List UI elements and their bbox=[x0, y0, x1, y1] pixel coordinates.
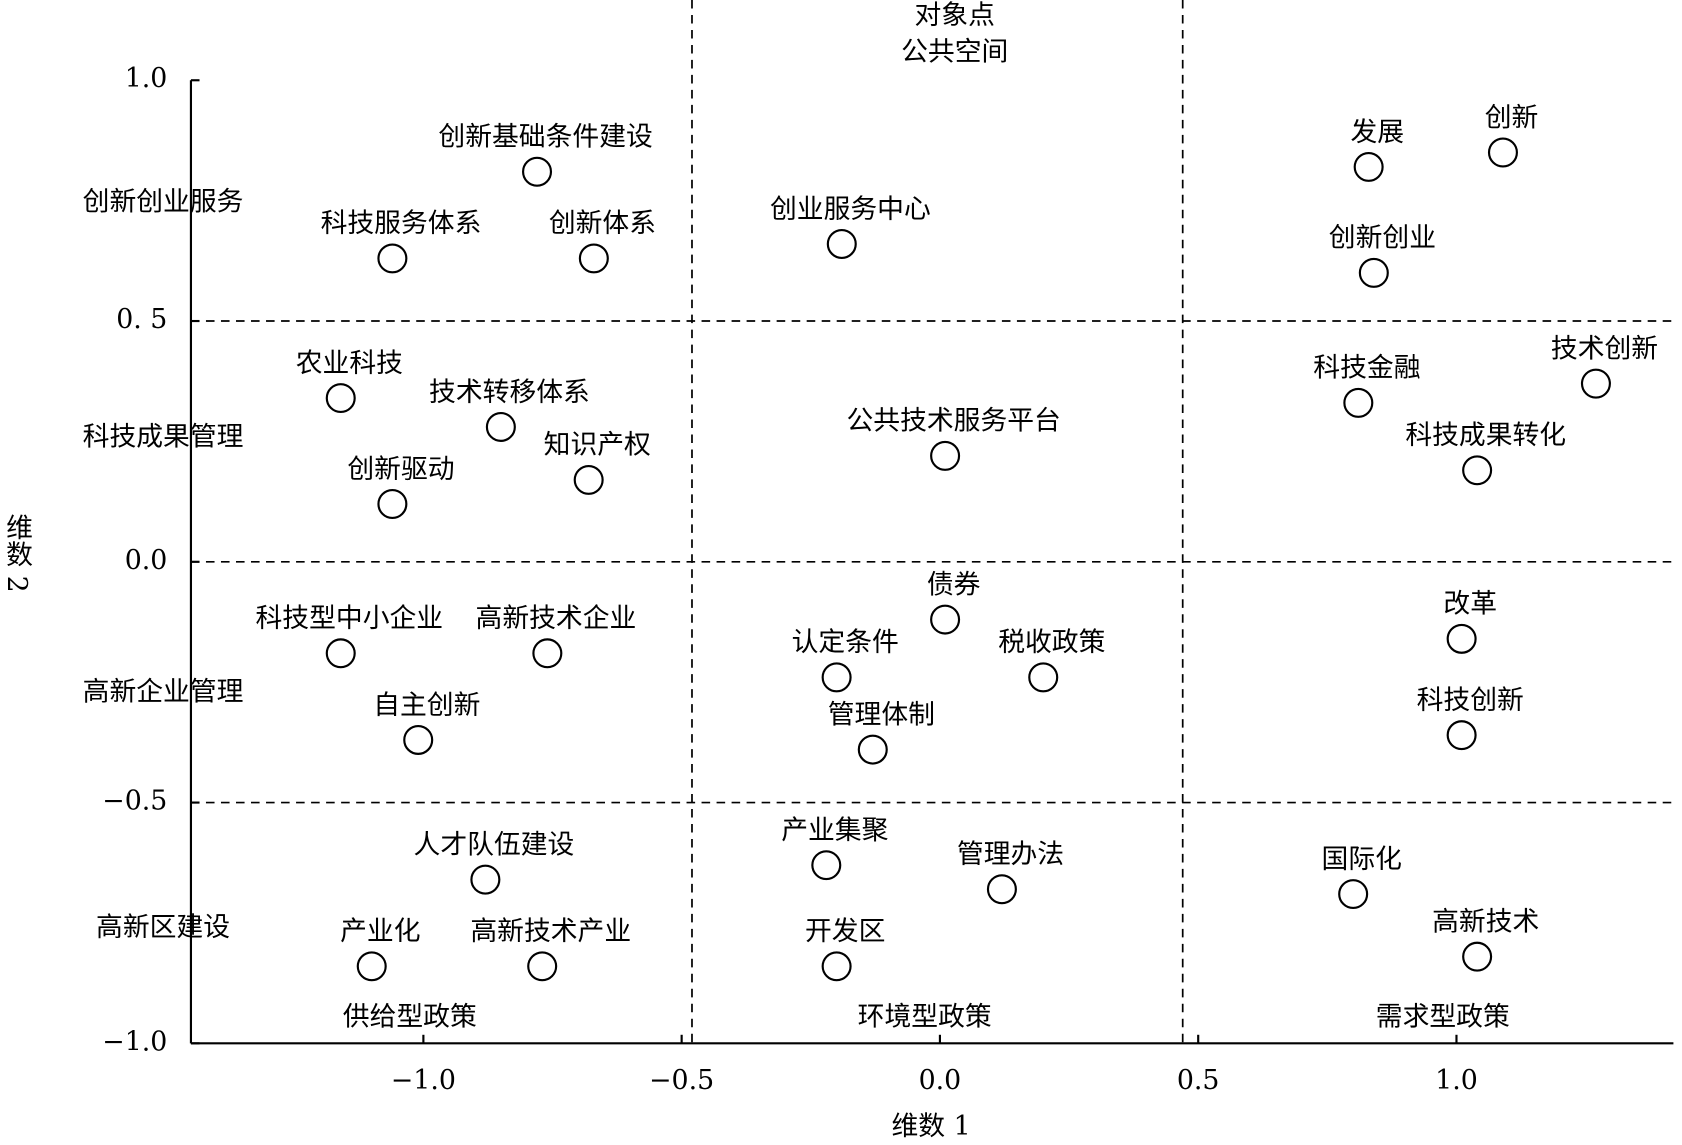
point-label: 产业化 bbox=[340, 916, 420, 947]
point-label: 管理体制 bbox=[828, 699, 935, 730]
x-tick-label: −0.5 bbox=[649, 1065, 714, 1096]
point-label: 创业服务中心 bbox=[770, 194, 931, 225]
point-label: 国际化 bbox=[1322, 844, 1402, 875]
point bbox=[377, 489, 408, 519]
y-axis-label: 维数 2 bbox=[1, 513, 32, 592]
point-label: 科技创新 bbox=[1417, 685, 1524, 716]
point-label: 科技服务体系 bbox=[321, 208, 482, 239]
point bbox=[930, 604, 961, 635]
point-label: 产业集聚 bbox=[781, 815, 888, 846]
point bbox=[522, 156, 553, 187]
column-label: 需求型政策 bbox=[1376, 1002, 1510, 1033]
point-label: 改革 bbox=[1443, 589, 1497, 620]
point-label: 创新基础条件建设 bbox=[438, 122, 652, 153]
point bbox=[377, 243, 408, 274]
point bbox=[1446, 623, 1477, 654]
row-label: 创新创业服务 bbox=[83, 186, 244, 217]
y-tick-label: 0. 5 bbox=[116, 304, 167, 335]
point bbox=[1338, 879, 1369, 910]
y-tick-label: 0.0 bbox=[125, 545, 168, 576]
point bbox=[826, 229, 857, 259]
point bbox=[1487, 137, 1518, 168]
point bbox=[470, 864, 501, 895]
y-tick-label: 1.0 bbox=[125, 63, 168, 94]
point-label: 创新驱动 bbox=[347, 454, 454, 485]
point bbox=[1353, 151, 1384, 182]
point-label: 人才队伍建设 bbox=[414, 829, 575, 860]
y-tick-label: −1.0 bbox=[102, 1026, 167, 1057]
x-tick-label: 0.0 bbox=[919, 1065, 962, 1096]
point bbox=[1462, 941, 1493, 972]
column-label: 供给型政策 bbox=[343, 1002, 477, 1033]
point-label: 创新创业 bbox=[1329, 223, 1436, 254]
point-label: 开发区 bbox=[805, 916, 885, 947]
point bbox=[1446, 720, 1477, 751]
point-label: 农业科技 bbox=[296, 348, 403, 379]
point bbox=[821, 951, 852, 982]
point bbox=[532, 638, 563, 669]
point-label: 税收政策 bbox=[998, 627, 1105, 658]
point bbox=[403, 724, 434, 755]
point bbox=[1462, 455, 1493, 486]
point bbox=[1580, 368, 1611, 399]
point bbox=[811, 850, 842, 881]
point-label: 科技金融 bbox=[1313, 353, 1420, 384]
row-label: 高新企业管理 bbox=[83, 676, 244, 707]
point bbox=[986, 874, 1017, 905]
point-label: 技术转移体系 bbox=[429, 377, 590, 408]
point bbox=[356, 951, 387, 982]
point-label: 技术创新 bbox=[1551, 333, 1658, 364]
header-line: 对象点 bbox=[915, 0, 995, 31]
point bbox=[485, 411, 516, 442]
point bbox=[578, 243, 609, 274]
point-label: 发展 bbox=[1350, 117, 1404, 148]
point bbox=[821, 662, 852, 693]
point bbox=[325, 383, 356, 414]
point-label: 科技成果转化 bbox=[1405, 420, 1566, 451]
point-label: 高新技术产业 bbox=[470, 916, 631, 947]
point bbox=[527, 951, 558, 982]
row-label: 高新区建设 bbox=[96, 912, 230, 943]
header-line: 公共空间 bbox=[901, 37, 1008, 68]
column-label: 环境型政策 bbox=[858, 1002, 992, 1033]
y-tick-label: −0.5 bbox=[102, 786, 167, 817]
point-label: 知识产权 bbox=[544, 430, 651, 461]
point bbox=[930, 440, 961, 471]
x-tick-label: −1.0 bbox=[391, 1065, 456, 1096]
point-label: 高新技术企业 bbox=[476, 603, 637, 634]
point bbox=[1358, 257, 1389, 288]
point bbox=[857, 734, 888, 765]
point bbox=[573, 464, 604, 495]
x-tick-label: 1.0 bbox=[1435, 1065, 1478, 1096]
point bbox=[1028, 662, 1059, 693]
point bbox=[325, 638, 356, 669]
point-label: 认定条件 bbox=[792, 627, 899, 658]
point-label: 创新 bbox=[1485, 102, 1539, 133]
point-label: 自主创新 bbox=[373, 690, 480, 721]
point-label: 管理办法 bbox=[957, 839, 1064, 870]
x-tick-label: 0.5 bbox=[1177, 1065, 1220, 1096]
point-label: 公共技术服务平台 bbox=[846, 406, 1060, 437]
row-label: 科技成果管理 bbox=[83, 422, 244, 453]
point-label: 科技型中小企业 bbox=[256, 603, 444, 634]
point-label: 债券 bbox=[927, 569, 981, 600]
point bbox=[1343, 387, 1374, 418]
point-label: 创新体系 bbox=[549, 208, 656, 239]
x-axis-label: 维数 1 bbox=[892, 1111, 971, 1142]
point-label: 高新技术 bbox=[1432, 907, 1539, 938]
